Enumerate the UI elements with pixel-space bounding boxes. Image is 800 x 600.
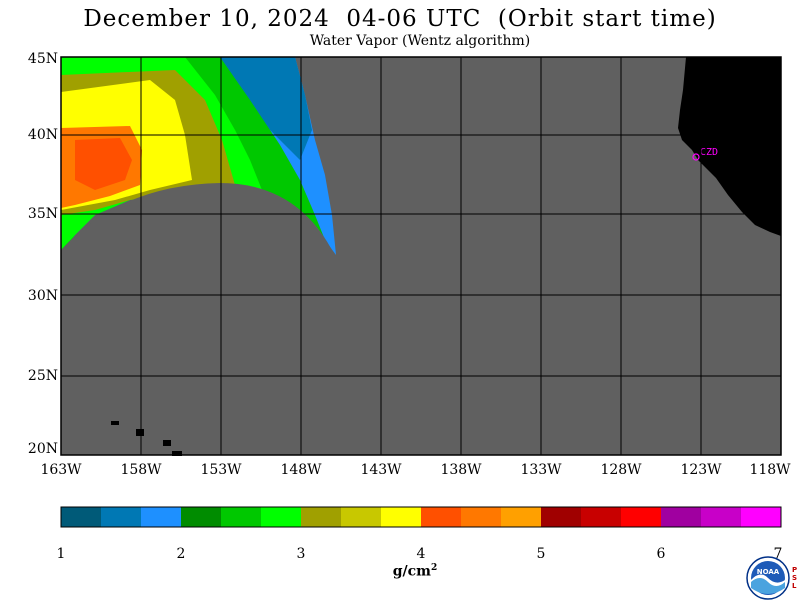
colorbar-swatch bbox=[541, 507, 582, 527]
colorbar-swatch bbox=[421, 507, 462, 527]
noaa-logo-text: NOAA bbox=[757, 568, 780, 576]
colorbar-swatch bbox=[381, 507, 422, 527]
colorbar-swatch bbox=[341, 507, 382, 527]
station-label: CZD bbox=[700, 147, 718, 158]
colorbar-tick-6: 6 bbox=[656, 546, 666, 562]
colorbar-swatch bbox=[61, 507, 102, 527]
swath-band-red-orange bbox=[75, 138, 132, 190]
colorbar bbox=[61, 507, 782, 527]
colorbar-swatch bbox=[301, 507, 342, 527]
land-california bbox=[678, 57, 781, 236]
colorbar-tick-2: 2 bbox=[176, 546, 186, 562]
colorbar-frame bbox=[60, 506, 782, 528]
colorbar-swatch bbox=[701, 507, 742, 527]
lon-label-118w: 118W bbox=[749, 462, 791, 478]
colorbar-tick-1: 1 bbox=[56, 546, 66, 562]
colorbar-swatch bbox=[621, 507, 662, 527]
lon-label-143w: 143W bbox=[360, 462, 402, 478]
colorbar-swatch bbox=[101, 507, 142, 527]
lat-label-45n: 45N bbox=[27, 51, 58, 67]
colorbar-swatch bbox=[501, 507, 542, 527]
colorbar-tick-3: 3 bbox=[296, 546, 306, 562]
lat-label-35n: 35N bbox=[27, 206, 58, 222]
station-marker bbox=[692, 153, 700, 161]
lat-label-25n: 25N bbox=[27, 368, 58, 384]
colorbar-swatch bbox=[661, 507, 702, 527]
lon-label-158w: 158W bbox=[120, 462, 162, 478]
lon-label-123w: 123W bbox=[680, 462, 722, 478]
map-title: December 10, 2024 04-06 UTC (Orbit start… bbox=[83, 6, 717, 32]
lat-label-40n: 40N bbox=[27, 127, 58, 143]
lat-label-20n: 20N bbox=[27, 441, 58, 457]
colorbar-unit: g/cm2 bbox=[385, 563, 445, 580]
lat-label-30n: 30N bbox=[27, 288, 58, 304]
colorbar-swatch bbox=[461, 507, 502, 527]
noaa-logo-icon: NOAA bbox=[746, 556, 790, 600]
map-subtitle: Water Vapor (Wentz algorithm) bbox=[309, 33, 531, 49]
swath-lower-edge bbox=[61, 183, 336, 455]
colorbar-tick-5: 5 bbox=[536, 546, 546, 562]
lon-label-153w: 153W bbox=[200, 462, 242, 478]
water-vapor-swath bbox=[61, 57, 336, 255]
colorbar-tick-7: 7 bbox=[773, 546, 783, 562]
land-hawaii bbox=[111, 421, 182, 456]
lon-label-163w: 163W bbox=[40, 462, 82, 478]
colorbar-swatch bbox=[741, 507, 782, 527]
lon-label-133w: 133W bbox=[520, 462, 562, 478]
colorbar-swatch bbox=[181, 507, 222, 527]
colorbar-swatch bbox=[221, 507, 262, 527]
colorbar-tick-4: 4 bbox=[416, 546, 426, 562]
colorbar-unit-exponent: 2 bbox=[430, 563, 438, 573]
lon-label-128w: 128W bbox=[600, 462, 642, 478]
colorbar-swatch bbox=[141, 507, 182, 527]
colorbar-unit-text: g/cm bbox=[392, 563, 431, 580]
lon-label-148w: 148W bbox=[280, 462, 322, 478]
lon-label-138w: 138W bbox=[440, 462, 482, 478]
colorbar-swatch bbox=[581, 507, 622, 527]
map-frame bbox=[60, 56, 782, 456]
colorbar-swatch bbox=[261, 507, 302, 527]
